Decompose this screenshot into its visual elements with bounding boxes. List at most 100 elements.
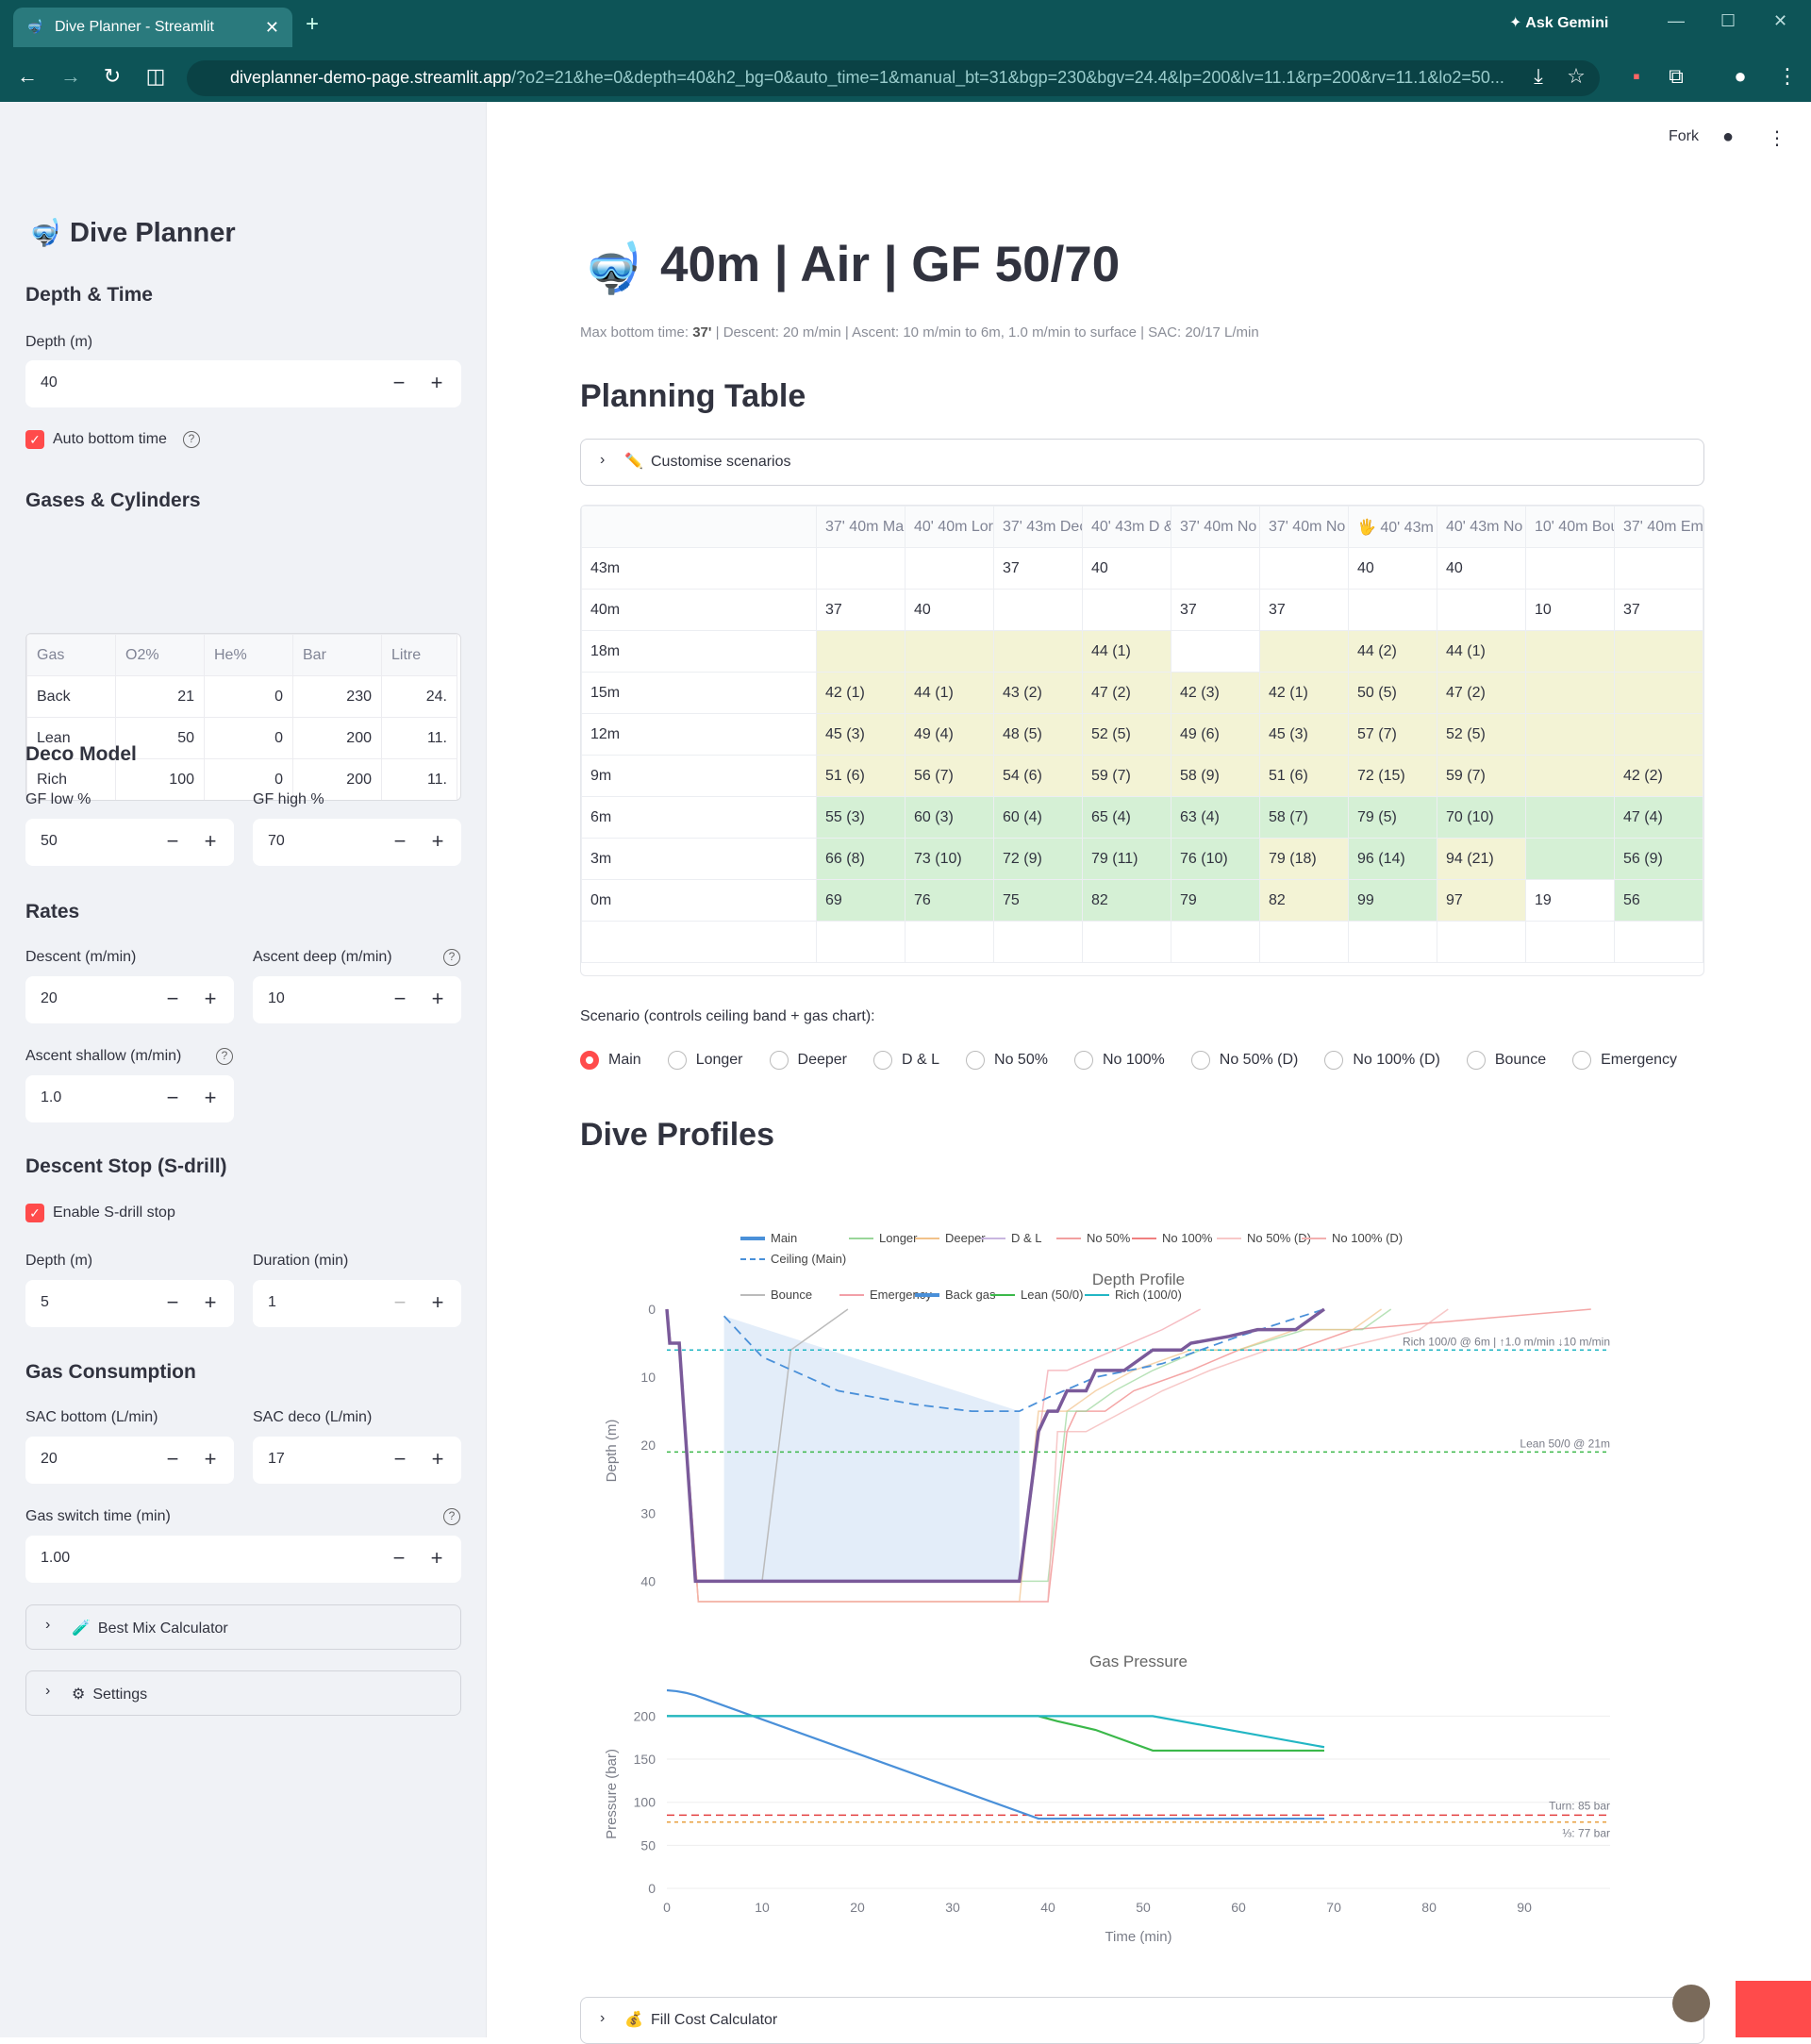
help-icon[interactable]: ? (443, 1508, 460, 1525)
auto-bottom-time-checkbox[interactable]: ✓ (25, 430, 44, 449)
table-cell[interactable]: 66 (8) (816, 838, 906, 880)
bookmark-star-icon[interactable]: ☆ (1567, 64, 1586, 88)
back-icon[interactable]: ← (17, 64, 38, 88)
table-cell[interactable]: 59 (7) (1082, 755, 1171, 797)
grid-cell[interactable]: Back (26, 675, 116, 718)
table-header-cell[interactable]: 40' 40m Lor (905, 506, 994, 548)
plus-icon[interactable]: + (204, 1086, 217, 1109)
table-cell[interactable] (993, 589, 1083, 631)
table-cell[interactable]: 45 (3) (816, 713, 906, 756)
table-cell[interactable]: 55 (3) (816, 796, 906, 839)
table-cell[interactable]: 3m (581, 838, 817, 880)
table-cell[interactable] (1614, 547, 1703, 590)
table-cell[interactable]: 69 (816, 879, 906, 922)
table-cell[interactable]: 76 (10) (1171, 838, 1260, 880)
grid-header-cell[interactable]: Gas (26, 634, 116, 676)
table-cell[interactable] (1525, 838, 1615, 880)
sdrill-depth-input[interactable]: 5− + (25, 1280, 234, 1327)
descent-input[interactable]: 20− + (25, 976, 234, 1023)
close-tab-icon[interactable]: ✕ (264, 17, 279, 37)
table-cell[interactable]: 51 (6) (816, 755, 906, 797)
scenario-radio[interactable]: Emergency (1572, 1051, 1677, 1070)
table-cell[interactable]: 37 (993, 547, 1083, 590)
table-cell[interactable] (1525, 630, 1615, 673)
profile-avatar-icon[interactable]: ● (1734, 64, 1747, 88)
table-cell[interactable] (993, 921, 1083, 963)
grid-cell[interactable]: 230 (292, 675, 382, 718)
table-header-cell[interactable]: 37' 40m Ma (816, 506, 906, 548)
table-cell[interactable]: 44 (1) (1082, 630, 1171, 673)
table-cell[interactable] (1525, 796, 1615, 839)
table-cell[interactable]: 73 (10) (905, 838, 994, 880)
plus-icon[interactable]: + (430, 1546, 443, 1570)
gf-low-input[interactable]: 50− + (25, 819, 234, 866)
scenario-radio[interactable]: No 100% (1073, 1051, 1165, 1070)
minus-icon[interactable]: − (393, 1447, 407, 1471)
sdrill-duration-input[interactable]: 1− + (253, 1280, 461, 1327)
scenario-radio[interactable]: No 50% (D) (1190, 1051, 1298, 1070)
avatar[interactable] (1672, 1985, 1710, 2022)
table-cell[interactable]: 97 (1437, 879, 1526, 922)
table-cell[interactable]: 6m (581, 796, 817, 839)
table-cell[interactable]: 40 (905, 589, 994, 631)
table-cell[interactable]: 60 (4) (993, 796, 1083, 839)
minus-icon[interactable]: − (393, 1290, 407, 1314)
table-cell[interactable] (1171, 921, 1260, 963)
plus-icon[interactable]: + (431, 1290, 444, 1314)
table-cell[interactable]: 37 (1171, 589, 1260, 631)
table-cell[interactable]: 76 (905, 879, 994, 922)
grid-cell[interactable]: 200 (292, 717, 382, 759)
table-cell[interactable]: 59 (7) (1437, 755, 1526, 797)
table-cell[interactable] (1525, 921, 1615, 963)
plus-icon[interactable]: + (431, 829, 444, 853)
plus-icon[interactable]: + (204, 1290, 217, 1314)
table-cell[interactable] (816, 630, 906, 673)
minus-icon[interactable]: − (166, 1086, 179, 1109)
table-cell[interactable] (1171, 547, 1260, 590)
table-cell[interactable]: 40m (581, 589, 817, 631)
scenario-radio[interactable]: D & L (873, 1051, 939, 1070)
depth-input[interactable]: 40− + (25, 360, 461, 407)
table-cell[interactable] (1171, 630, 1260, 673)
gas-switch-input[interactable]: 1.00− + (25, 1536, 461, 1583)
table-cell[interactable]: 47 (2) (1437, 672, 1526, 714)
reload-icon[interactable]: ↻ (103, 64, 122, 88)
minus-icon[interactable]: − (393, 829, 407, 853)
grid-header-cell[interactable]: He% (204, 634, 293, 676)
minus-icon[interactable]: − (393, 987, 407, 1010)
minus-icon[interactable]: − (392, 1546, 406, 1570)
table-cell[interactable]: 52 (5) (1082, 713, 1171, 756)
table-header-cell[interactable]: 40' 43m D & (1082, 506, 1171, 548)
grid-cell[interactable]: 11. (381, 758, 457, 800)
table-cell[interactable] (1259, 630, 1349, 673)
streamlit-crown-icon[interactable] (1736, 1981, 1811, 2037)
grid-header-cell[interactable]: O2% (115, 634, 205, 676)
table-cell[interactable] (1259, 921, 1349, 963)
table-cell[interactable]: 79 (1171, 879, 1260, 922)
table-cell[interactable]: 47 (2) (1082, 672, 1171, 714)
table-cell[interactable] (1348, 589, 1437, 631)
table-cell[interactable]: 94 (21) (1437, 838, 1526, 880)
main-menu-icon[interactable]: ⋮ (1768, 128, 1786, 149)
table-cell[interactable]: 63 (4) (1171, 796, 1260, 839)
table-cell[interactable]: 82 (1259, 879, 1349, 922)
table-header-cell[interactable]: 37' 40m No (1171, 506, 1260, 548)
plus-icon[interactable]: + (204, 987, 217, 1010)
close-window-icon[interactable]: ✕ (1773, 11, 1788, 30)
grid-cell[interactable]: 0 (204, 758, 293, 800)
scenario-radio[interactable]: Main (580, 1051, 641, 1070)
table-cell[interactable] (1259, 547, 1349, 590)
table-header-cell[interactable]: 37' 40m Em (1614, 506, 1703, 548)
grid-cell[interactable]: Lean (26, 717, 116, 759)
table-cell[interactable]: 79 (5) (1348, 796, 1437, 839)
scenario-radio[interactable]: Deeper (769, 1051, 847, 1070)
table-cell[interactable] (1437, 589, 1526, 631)
table-cell[interactable] (1437, 921, 1526, 963)
table-cell[interactable] (1348, 921, 1437, 963)
address-bar[interactable]: diveplanner-demo-page.streamlit.app/?o2=… (187, 60, 1600, 96)
table-cell[interactable]: 42 (1) (816, 672, 906, 714)
table-cell[interactable] (905, 630, 994, 673)
table-cell[interactable]: 0m (581, 879, 817, 922)
grid-cell[interactable]: 21 (115, 675, 205, 718)
enable-sdrill-checkbox[interactable]: ✓ (25, 1204, 44, 1222)
